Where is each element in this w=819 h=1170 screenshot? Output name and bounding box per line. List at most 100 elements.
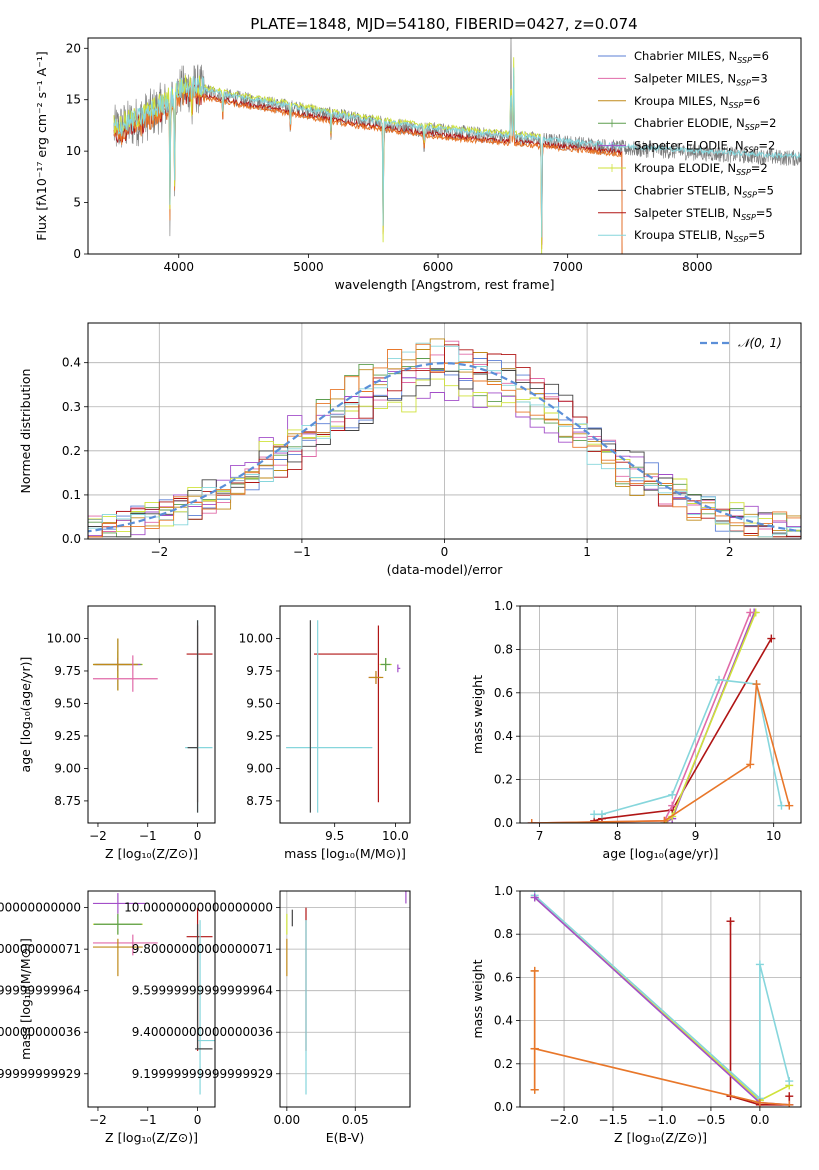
spectrum-ytick-label: 15 bbox=[66, 93, 81, 107]
legend-label-chabrier_stelib: Chabrier STELIB, NSSP=5 bbox=[634, 183, 774, 199]
mass_vs_ebv-xtick-label: 0.00 bbox=[273, 1113, 300, 1127]
spectrum-ytick-label: 0 bbox=[73, 247, 81, 261]
age_vs_Z-panel: −2 −1 0 8.75 9.00 9.25 9.50 9.75 10.00 Z [log₁₀(Z… bbox=[18, 605, 216, 861]
mass_vs_ebv-panel: 0.00 0.05 9.19999999999999929 9.40000000000… bbox=[124, 890, 411, 1145]
age_vs_mass-ytick-label: 9.25 bbox=[246, 729, 273, 743]
age_vs_Z-ytick-label: 8.75 bbox=[54, 794, 81, 808]
mass_weight_vs_Z-ytick-label: 0.2 bbox=[494, 1057, 513, 1071]
mass_weight_vs_Z-xtick-label: −1.5 bbox=[598, 1113, 627, 1127]
spectrum-panel: 4000 5000 6000 7000 8000 0 5 10 15 20 wavelength [… bbox=[34, 37, 802, 292]
mass_vs_Z-points bbox=[92, 893, 215, 1095]
mass_weight_vs_Z-series bbox=[530, 891, 794, 1107]
mass_weight_vs_Z-ytick-label: 1.0 bbox=[494, 884, 513, 898]
model-spectrum-line-kroupa_stelib bbox=[113, 67, 801, 238]
spectrum-ytick-label: 20 bbox=[66, 41, 81, 55]
mass_weight_vs_Z-xtick-label: −2.0 bbox=[549, 1113, 578, 1127]
spectrum-xlabel: wavelength [Angstrom, rest frame] bbox=[334, 277, 554, 292]
mass_vs_Z-ytick-label: 10.00000000000000000 bbox=[0, 901, 81, 915]
age_vs_Z-ytick-label: 9.00 bbox=[54, 761, 81, 775]
age_vs_mass-xtick-label: 9.5 bbox=[325, 829, 344, 843]
legend-label-salpeter_miles: Salpeter MILES, NSSP=3 bbox=[634, 71, 768, 87]
histogram-orange bbox=[88, 343, 801, 538]
spectrum-ytick-label: 5 bbox=[73, 196, 81, 210]
mass_vs_Z-ylabel: mass [log₁₀(M/M⊙)] bbox=[18, 938, 33, 1060]
mass_weight_vs_age-xtick-label: 8 bbox=[614, 829, 622, 843]
age_vs_Z-ytick-label: 10.00 bbox=[47, 631, 81, 645]
legend-label-kroupa_stelib: Kroupa STELIB, NSSP=5 bbox=[634, 228, 765, 244]
age_vs_Z-xtick-label: −1 bbox=[139, 829, 157, 843]
age_vs_mass-points bbox=[286, 620, 401, 813]
figure-title: PLATE=1848, MJD=54180, FIBERID=0427, z=0… bbox=[250, 15, 637, 33]
residuals-xtick-label: −1 bbox=[293, 545, 311, 559]
legend-label-kroupa_miles: Kroupa MILES, NSSP=6 bbox=[634, 94, 760, 110]
age_vs_Z-frame bbox=[87, 605, 216, 824]
spectrum-lines bbox=[113, 38, 801, 254]
residuals-ytick-label: 0.3 bbox=[62, 400, 81, 414]
mass_vs_Z-ytick-label: 9.19999999999999929 bbox=[0, 1067, 81, 1081]
mass_vs_Z-frame bbox=[87, 890, 216, 1108]
mass_weight_vs_age-xtick-label: 9 bbox=[692, 829, 700, 843]
age_vs_Z-ytick-label: 9.75 bbox=[54, 664, 81, 678]
mass_vs_Z-xtick-label: −1 bbox=[139, 1113, 157, 1127]
age_vs_mass-ytick-label: 9.00 bbox=[246, 761, 273, 775]
mass_vs_ebv-ytick-label: 9.59999999999999964 bbox=[132, 984, 273, 998]
residual-legend-label: 𝒩(0, 1) bbox=[738, 336, 782, 350]
mass_weight_vs_Z-line-orange bbox=[533, 1047, 790, 1106]
residuals-xlabel: (data-model)/error bbox=[387, 562, 504, 577]
age_vs_mass-xtick-label: 10.0 bbox=[382, 829, 409, 843]
residuals-ytick-label: 0.0 bbox=[62, 532, 81, 546]
legend-label-kroupa_elodie: Kroupa ELODIE, NSSP=2 bbox=[634, 161, 768, 177]
mass_weight_vs_age-xlabel: age [log₁₀(age/yr)] bbox=[603, 846, 719, 861]
mass_weight_vs_age-ytick-label: 0.2 bbox=[494, 773, 513, 787]
age_vs_Z-points bbox=[92, 620, 213, 813]
mass_vs_ebv-ytick-label: 9.40000000000000036 bbox=[132, 1025, 273, 1039]
legend-label-salpeter_stelib: Salpeter STELIB, NSSP=5 bbox=[634, 206, 773, 222]
residuals-xtick-label: 2 bbox=[726, 545, 734, 559]
spectrum-ytick-label: 10 bbox=[66, 144, 81, 158]
spectrum-legend: Chabrier MILES, NSSP=6 Salpeter MILES, NS… bbox=[598, 49, 776, 244]
mass_weight_vs_age-ytick-label: 0.6 bbox=[494, 686, 513, 700]
mass_weight_vs_Z-frame bbox=[519, 890, 802, 1108]
residual-histograms bbox=[88, 338, 801, 538]
legend-label-chabrier_elodie: Chabrier ELODIE, NSSP=2 bbox=[634, 116, 776, 132]
age_vs_mass-ytick-label: 9.75 bbox=[246, 664, 273, 678]
legend-label-chabrier_miles: Chabrier MILES, NSSP=6 bbox=[634, 49, 769, 65]
mass_weight_vs_age-ytick-label: 0.4 bbox=[494, 729, 513, 743]
spectrum-xtick-label: 6000 bbox=[423, 260, 454, 274]
mass_vs_Z-panel: −2 −1 0 9.19999999999999929 9.40000000000000… bbox=[0, 890, 216, 1145]
mass_weight_vs_age-ylabel: mass weight bbox=[470, 675, 485, 754]
mass_weight_vs_age-ytick-label: 0.0 bbox=[494, 816, 513, 830]
mass_vs_Z-ytick-label: 9.59999999999999964 bbox=[0, 984, 81, 998]
mass_weight_vs_age-xtick-label: 10 bbox=[766, 829, 781, 843]
age_vs_mass-ytick-label: 10.00 bbox=[239, 631, 273, 645]
mass_weight_vs_age-panel: 7 8 9 10 0.0 0.2 0.4 0.6 0.8 1.0 age [log₁₀(age/yr… bbox=[470, 599, 802, 861]
mass_weight_vs_Z-ytick-label: 0.4 bbox=[494, 1014, 513, 1028]
residuals-ytick-label: 0.1 bbox=[62, 488, 81, 502]
mass_weight_vs_Z-xtick-label: −0.5 bbox=[696, 1113, 725, 1127]
mass_weight_vs_Z-xtick-label: −1.0 bbox=[647, 1113, 676, 1127]
residuals-ylabel: Normed distribution bbox=[18, 369, 33, 494]
residuals-xtick-label: 1 bbox=[583, 545, 591, 559]
age_vs_mass-ytick-label: 8.75 bbox=[246, 794, 273, 808]
residuals-xtick-label: −2 bbox=[150, 545, 168, 559]
spectrum-ylabel: Flux [fλ10⁻¹⁷ erg cm⁻² s⁻¹ A⁻¹] bbox=[34, 51, 49, 240]
age_vs_Z-ytick-label: 9.50 bbox=[54, 696, 81, 710]
mass_weight_vs_age-line-salpeter_stelib bbox=[593, 638, 772, 822]
spectrum-frame bbox=[87, 37, 802, 255]
mass_vs_ebv-ytick-label: 9.80000000000000071 bbox=[132, 942, 273, 956]
mass_weight_vs_age-ytick-label: 0.8 bbox=[494, 642, 513, 656]
mass_vs_Z-ytick-label: 9.80000000000000071 bbox=[0, 942, 81, 956]
age_vs_mass-frame bbox=[279, 605, 411, 824]
residuals-ytick-label: 0.2 bbox=[62, 444, 81, 458]
spectrum-xtick-label: 8000 bbox=[682, 260, 713, 274]
mass_weight_vs_age-frame bbox=[519, 605, 802, 824]
age_vs_Z-ylabel: age [log₁₀(age/yr)] bbox=[18, 657, 33, 773]
spectrum-xtick-label: 7000 bbox=[552, 260, 583, 274]
mass_weight_vs_Z-xtick-label: 0.0 bbox=[750, 1113, 769, 1127]
mass_vs_Z-xtick-label: −2 bbox=[89, 1113, 107, 1127]
age_vs_Z-xtick-label: 0 bbox=[194, 829, 202, 843]
mass_weight_vs_Z-ytick-label: 0.6 bbox=[494, 970, 513, 984]
mass_weight_vs_age-ytick-label: 1.0 bbox=[494, 599, 513, 613]
mass_vs_ebv-xtick-label: 0.05 bbox=[342, 1113, 369, 1127]
